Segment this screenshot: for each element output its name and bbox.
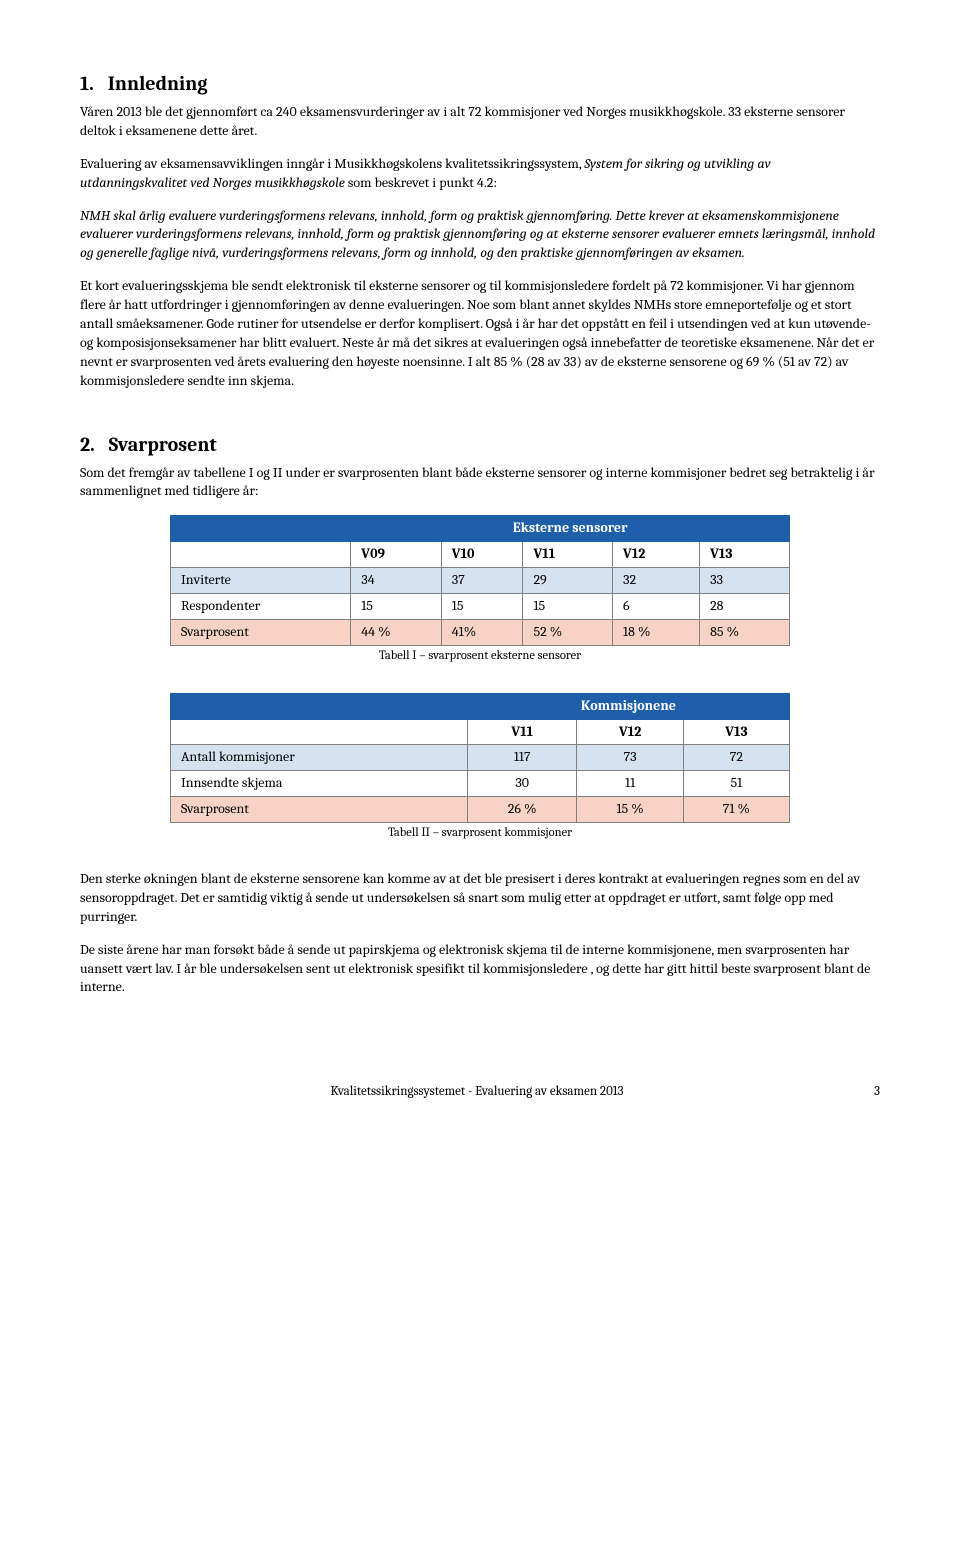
cell: 71 %: [683, 797, 789, 823]
row-label: Antall kommisjoner: [171, 745, 468, 771]
cell: 28: [700, 594, 790, 620]
page-number: 3: [874, 1083, 880, 1101]
row-label: Svarprosent: [171, 619, 351, 645]
cell: 26 %: [467, 797, 577, 823]
table1-caption: Tabell I – svarprosent eksterne sensorer: [80, 648, 880, 665]
cell: 41%: [441, 619, 523, 645]
row-label: Innsendte skjema: [171, 771, 468, 797]
table-row: Antall kommisjoner 117 73 72: [171, 745, 790, 771]
cell: 32: [613, 568, 700, 594]
table-row: Svarprosent 44 % 41% 52 % 18 % 85 %: [171, 619, 790, 645]
table-kommisjonene: Kommisjonene V11 V12 V13 Antall kommisjo…: [170, 693, 790, 823]
cell: 29: [523, 568, 613, 594]
cell: 37: [441, 568, 523, 594]
table1-col: V10: [441, 542, 523, 568]
table2-col: V11: [467, 719, 577, 745]
section1-p1: Våren 2013 ble det gjennomført ca 240 ek…: [80, 103, 880, 141]
table1-title: Eksterne sensorer: [351, 516, 790, 542]
page-footer: Kvalitetssikringssystemet - Evaluering a…: [80, 1077, 880, 1101]
cell: 18 %: [613, 619, 700, 645]
section2-num: 2.: [80, 433, 95, 456]
row-label: Respondenter: [171, 594, 351, 620]
section1-p2: Evaluering av eksamensavviklingen inngår…: [80, 155, 880, 193]
cell: 117: [467, 745, 577, 771]
row-label: Inviterte: [171, 568, 351, 594]
cell: 11: [577, 771, 683, 797]
table-row: Innsendte skjema 30 11 51: [171, 771, 790, 797]
cell: 30: [467, 771, 577, 797]
cell: 52 %: [523, 619, 613, 645]
cell: 15 %: [577, 797, 683, 823]
table-row: Inviterte 34 37 29 32 33: [171, 568, 790, 594]
table2-title: Kommisjonene: [467, 693, 789, 719]
table1-col: V13: [700, 542, 790, 568]
table1-col: V11: [523, 542, 613, 568]
section2-title: Svarprosent: [109, 433, 217, 456]
table-row: Svarprosent 26 % 15 % 71 %: [171, 797, 790, 823]
table2-col: V12: [577, 719, 683, 745]
footer-text: Kvalitetssikringssystemet - Evaluering a…: [330, 1083, 623, 1101]
row-label: Svarprosent: [171, 797, 468, 823]
table1-col: V12: [613, 542, 700, 568]
cell: 15: [351, 594, 442, 620]
cell: 15: [441, 594, 523, 620]
section1-p3: NMH skal årlig evaluere vurderingsformen…: [80, 207, 880, 264]
cell: 51: [683, 771, 789, 797]
cell: 85 %: [700, 619, 790, 645]
cell: 6: [613, 594, 700, 620]
cell: 34: [351, 568, 442, 594]
cell: 72: [683, 745, 789, 771]
section2-p3: De siste årene har man forsøkt både å se…: [80, 941, 880, 998]
section1-title: Innledning: [108, 72, 208, 95]
section2-p2: Den sterke økningen blant de eksterne se…: [80, 870, 880, 927]
section1-heading: 1. Innledning: [80, 70, 880, 97]
cell: 15: [523, 594, 613, 620]
table2-caption: Tabell II – svarprosent kommisjoner: [80, 825, 880, 842]
cell: 33: [700, 568, 790, 594]
section2-heading: 2. Svarprosent: [80, 431, 880, 458]
table-row: Respondenter 15 15 15 6 28: [171, 594, 790, 620]
section1-num: 1.: [80, 72, 94, 95]
section1-p4: Et kort evalueringsskjema ble sendt elek…: [80, 277, 880, 390]
section2-p1: Som det fremgår av tabellene I og II und…: [80, 464, 880, 502]
cell: 44 %: [351, 619, 442, 645]
table1-col: V09: [351, 542, 442, 568]
table2-col: V13: [683, 719, 789, 745]
table-eksterne-sensorer: Eksterne sensorer V09 V10 V11 V12 V13 In…: [170, 515, 790, 645]
cell: 73: [577, 745, 683, 771]
